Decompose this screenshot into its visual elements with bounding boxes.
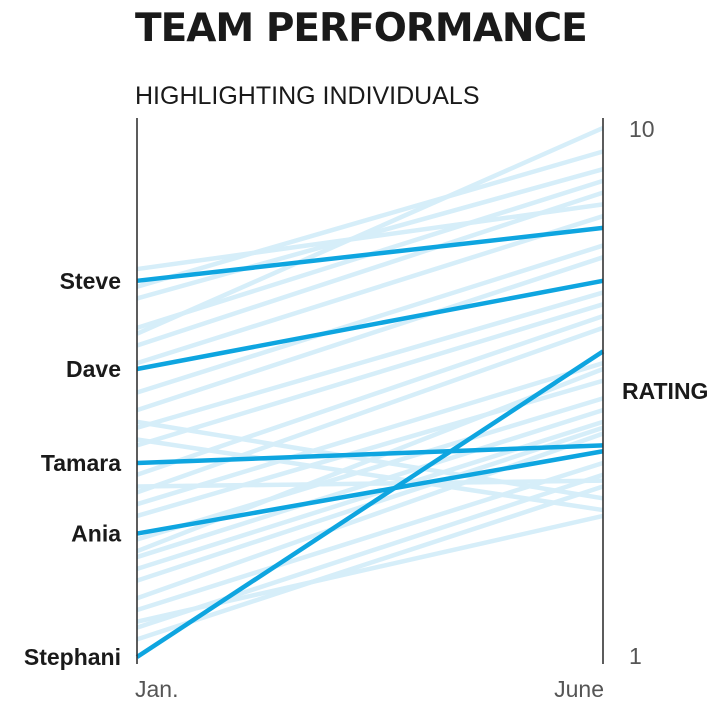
- background-line: [136, 290, 604, 430]
- background-line: [136, 202, 604, 272]
- background-line: [136, 313, 604, 477]
- background-line: [136, 125, 604, 336]
- x-tick-label-june: June: [554, 676, 604, 702]
- name-label-dave: Dave: [66, 356, 121, 382]
- highlighted-lines: [135, 225, 605, 659]
- background-line: [136, 243, 604, 395]
- highlight-line-ania: [136, 449, 604, 536]
- background-line: [136, 396, 604, 542]
- background-line: [136, 149, 604, 289]
- background-line: [136, 360, 604, 507]
- name-label-stephani: Stephani: [24, 644, 121, 670]
- name-label-tamara: Tamara: [41, 450, 121, 476]
- y-axis-label: RATING: [622, 378, 708, 404]
- background-line: [136, 166, 604, 301]
- background-line: [136, 325, 604, 495]
- highlight-line-steve: [136, 225, 604, 284]
- chart-subtitle: HIGHLIGHTING INDIVIDUALS: [135, 82, 480, 110]
- y-tick-label-1: 1: [629, 643, 642, 669]
- background-line: [136, 214, 604, 366]
- background-line: [136, 255, 604, 413]
- background-line: [136, 437, 604, 513]
- background-line: [136, 190, 604, 348]
- name-labels: Steve Dave Tamara Ania Stephani: [24, 268, 121, 670]
- name-label-steve: Steve: [60, 268, 121, 294]
- name-label-ania: Ania: [71, 521, 121, 547]
- background-line: [136, 431, 604, 601]
- x-tick-label-jan: Jan.: [135, 676, 178, 702]
- y-tick-label-10: 10: [629, 116, 655, 142]
- background-line: [136, 478, 604, 489]
- highlight-line-stephani: [135, 349, 605, 659]
- highlight-line-tamara: [136, 443, 604, 466]
- background-line: [136, 484, 604, 642]
- background-line: [136, 302, 604, 448]
- highlight-line-dave: [136, 278, 604, 372]
- background-line: [136, 513, 604, 624]
- background-lines: [136, 125, 604, 642]
- chart-title: TEAM PERFORMANCE: [135, 6, 587, 51]
